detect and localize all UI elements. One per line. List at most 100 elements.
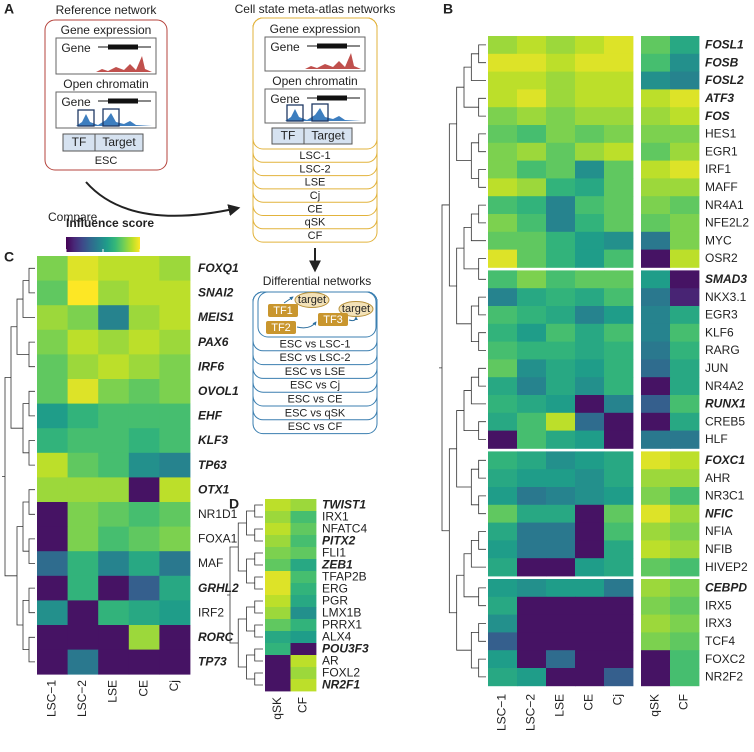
- column-label: CF: [295, 697, 309, 713]
- heatmap-cell: [604, 632, 634, 651]
- heatmap-cell: [604, 125, 634, 144]
- row-label: POU3F3: [322, 642, 369, 656]
- heatmap-cell: [670, 614, 700, 633]
- heatmap-cell: [488, 487, 518, 506]
- heatmap-cell: [641, 125, 671, 144]
- heatmap-cell: [575, 142, 605, 161]
- meta-title: Cell state meta-atlas networks: [235, 2, 396, 16]
- heatmap-cell: [670, 596, 700, 615]
- heatmap-cell: [546, 142, 576, 161]
- chromatin-title: Open chromatin: [272, 74, 357, 88]
- heatmap-cell: [37, 477, 68, 503]
- compare-arrow: [85, 181, 241, 217]
- heatmap-cell: [290, 631, 317, 644]
- heatmap-cell: [670, 412, 700, 431]
- heatmap-cell: [517, 196, 547, 215]
- heatmap-cell: [575, 377, 605, 396]
- heatmap-cell: [128, 526, 160, 552]
- row-label: IRF2: [198, 605, 224, 619]
- column-label: qSK: [270, 697, 284, 720]
- heatmap-cell: [641, 89, 671, 108]
- heatmap-cell: [159, 477, 191, 503]
- heatmap-cell: [517, 214, 547, 233]
- heatmap-cell: [575, 487, 605, 506]
- heatmap-cell: [265, 535, 291, 548]
- heatmap-cell: [159, 305, 191, 331]
- heatmap-cell: [641, 650, 671, 669]
- heatmap-cell: [670, 107, 700, 126]
- heatmap-cell: [604, 160, 634, 179]
- heatmap-cell: [488, 231, 518, 250]
- heatmap-cell: [517, 469, 547, 488]
- heatmap-cell: [517, 650, 547, 669]
- heatmap-cell: [37, 354, 68, 380]
- heatmap-cell: [290, 547, 317, 560]
- heatmap-cell: [488, 107, 518, 126]
- row-label: GRHL2: [198, 581, 239, 595]
- gene-label: Gene: [61, 95, 91, 109]
- heatmap-cell: [290, 607, 317, 620]
- heatmap-cell: [670, 395, 700, 414]
- row-label: IRX5: [705, 598, 732, 612]
- dendrogram: [227, 504, 263, 686]
- heatmap-cell: [641, 487, 671, 506]
- heatmap-cell: [517, 71, 547, 90]
- heatmap-cell: [546, 632, 576, 651]
- target-label: Target: [102, 135, 136, 149]
- column-label: LSE: [106, 680, 120, 703]
- heatmap-cell: [575, 270, 605, 289]
- heatmap-cell: [517, 522, 547, 541]
- heatmap-cell: [670, 71, 700, 90]
- reference-title: Reference network: [56, 3, 158, 17]
- tf-target-box: [62, 133, 144, 152]
- tf-label: TF: [281, 129, 296, 143]
- heatmap-cell: [575, 341, 605, 360]
- row-label: KLF6: [705, 325, 734, 339]
- heatmap-cell: [546, 668, 576, 687]
- panel-label: C: [4, 249, 14, 265]
- heatmap-cell: [488, 341, 518, 360]
- tf-node: [266, 321, 296, 334]
- heatmap-cell: [546, 306, 576, 325]
- heatmap-cell: [546, 323, 576, 342]
- heatmap-cell: [546, 341, 576, 360]
- heatmap-cell: [98, 551, 130, 577]
- row-label: TP73: [198, 655, 227, 669]
- heatmap-cell: [67, 305, 99, 331]
- heatmap-cell: [604, 178, 634, 197]
- tf-node: [268, 304, 298, 317]
- expression-track: Gene: [55, 37, 157, 75]
- heatmap-cell: [575, 53, 605, 72]
- heatmap-cell: [670, 341, 700, 360]
- compare-label: Compare: [48, 210, 98, 224]
- heatmap-cell: [290, 667, 317, 680]
- row-label: ERG: [322, 582, 348, 596]
- target-label: target: [342, 303, 370, 315]
- expression-title: Gene expression: [61, 23, 152, 37]
- heatmap-cell: [641, 632, 671, 651]
- heatmap-cell: [159, 379, 191, 404]
- heatmap-cell: [159, 625, 191, 650]
- heatmap-cell: [575, 89, 605, 108]
- heatmap-cell: [575, 178, 605, 197]
- heatmap-cell: [604, 231, 634, 250]
- row-label: IRX3: [705, 616, 732, 630]
- row-label: RARG: [705, 343, 740, 357]
- heatmap-cell: [641, 451, 671, 470]
- heatmap-cell: [575, 231, 605, 250]
- heatmap-cell: [604, 540, 634, 559]
- row-label: HIVEP2: [705, 560, 748, 574]
- tf-label: TF2: [271, 322, 291, 334]
- column-label: LSC−2: [524, 694, 538, 731]
- row-label: TCF4: [705, 634, 735, 648]
- heatmap-cell: [37, 649, 68, 675]
- row-label: TFAP2B: [322, 570, 367, 584]
- heatmap-cell: [128, 551, 160, 577]
- column-label: CF: [677, 694, 691, 710]
- row-label: IRF1: [705, 162, 731, 176]
- row-label: HLF: [705, 432, 728, 446]
- heatmap-cell: [641, 36, 671, 55]
- heatmap-cell: [546, 504, 576, 523]
- heatmap-cell: [641, 359, 671, 378]
